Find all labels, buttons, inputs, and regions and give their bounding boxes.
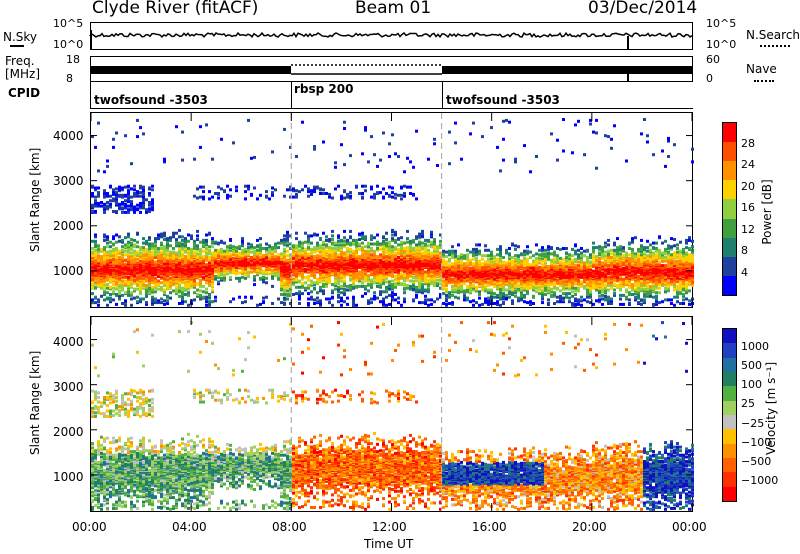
noise-panel [89,22,693,50]
x-axis-label: Time UT [364,537,414,551]
colorbar-segment [723,142,736,162]
freq-block-3 [442,66,692,74]
xtick-label: 00:00 [672,520,707,534]
velocity-ytick-3000: 3000 [53,380,84,394]
cpid-segment-3: twofsound -3503 [446,93,560,107]
colorbar-segment [723,329,736,344]
nsearch-label: N.Search [746,28,800,42]
xtick-label: 12:00 [372,520,407,534]
colorbar-tick-label: 25 [741,397,755,411]
nsky-trace [89,31,693,39]
nsky-legend-line [10,45,24,47]
colorbar-segment [723,237,736,258]
colorbar-segment [723,357,736,373]
colorbar-segment [723,275,736,296]
cpid-panel: twofsound -3503 rbsp 200 twofsound -3503 [90,82,693,110]
freq-trace [91,64,692,82]
colorbar-segment [723,386,736,402]
power-ylabel: Slant Range [km] [28,147,42,252]
nsearch-legend-line [760,45,790,47]
colorbar-tick-label: 500 [741,359,762,373]
colorbar-segment [723,400,736,416]
velocity-colorbar [722,328,737,502]
colorbar-segment [723,256,736,277]
colorbar-tick-label: 12 [741,222,755,236]
freq-panel [90,56,693,82]
velocity-ytick-4000: 4000 [53,335,84,349]
colorbar-tick-label: −500 [741,454,772,468]
colorbar-tick-label: 4 [741,265,748,279]
power-colorbar-label: Power [dB] [760,179,774,245]
cpid-segment-2: rbsp 200 [294,82,354,96]
velocity-cells [91,321,694,511]
colorbar-segment [723,180,736,200]
colorbar-tick-label: 100 [741,378,762,392]
velocity-ytick-1000: 1000 [53,470,84,484]
power-ytick-3000: 3000 [53,174,84,188]
cpid-divider-2 [442,82,443,108]
cpid-divider-1 [291,82,292,108]
colorbar-segment [723,486,736,502]
power-cells [91,118,694,307]
station-title: Clyde River (fitACF) [92,0,259,18]
colorbar-segment [723,415,736,430]
colorbar-segment [723,123,736,143]
power-ytick-1000: 1000 [53,264,84,278]
velocity-heatmap [90,317,694,511]
xtick-label: 20:00 [572,520,607,534]
power-colorbar [722,122,737,296]
cpid-baseline [90,108,693,109]
freq-label: Freq. [5,54,35,68]
power-panel [90,112,694,308]
colorbar-segment [723,199,736,220]
colorbar-segment [723,443,736,459]
colorbar-segment [723,161,736,181]
freq-unit-label: [MHz] [5,67,41,81]
colorbar-segment [723,218,736,239]
colorbar-tick-label: −1000 [741,473,779,487]
xtick-label: 00:00 [72,520,107,534]
nave-legend-line [754,80,774,82]
colorbar-tick-label: 16 [741,201,755,214]
beam-title: Beam 01 [355,0,432,18]
nave-tick-bottom: 0 [706,72,713,85]
freq-tick-top: 18 [66,53,80,66]
colorbar-tick-label: 1000 [741,340,769,354]
freq-block-1 [91,66,291,74]
colorbar-tick-label: −100 [741,435,772,449]
colorbar-tick-label: 20 [741,179,755,193]
colorbar-segment [723,458,736,473]
colorbar-segment [723,429,736,445]
power-ytick-2000: 2000 [53,219,84,233]
colorbar-tick-label: −25 [741,416,765,430]
xtick-label: 08:00 [272,520,307,534]
colorbar-tick-label: 28 [741,136,755,150]
power-heatmap [90,113,694,307]
nsky-tick-bottom: 10^0 [53,38,84,51]
nsearch-tick-top: 10^5 [706,17,737,30]
colorbar-tick-label: 8 [741,244,748,257]
xtick-label: 16:00 [472,520,507,534]
colorbar-tick-label: 24 [741,158,755,171]
colorbar-segment [723,343,736,359]
colorbar-segment [723,372,736,387]
nave-label: Nave [746,62,777,76]
velocity-ytick-2000: 2000 [53,425,84,439]
nave-tick-top: 60 [706,53,720,66]
velocity-colorbar-label: Velocity [m s⁻¹] [764,361,778,455]
velocity-ylabel: Slant Range [km] [28,350,42,455]
velocity-panel [90,316,694,512]
colorbar-segment [723,472,736,488]
cpid-label: CPID [8,86,41,100]
xtick-label: 04:00 [172,520,207,534]
nsky-tick-top: 10^5 [53,17,84,30]
date-title: 03/Dec/2014 [588,0,698,18]
cpid-segment-1: twofsound -3503 [94,93,208,107]
nsky-label: N.Sky [3,30,38,44]
nsearch-tick-bottom: 10^0 [706,38,737,51]
freq-tick-bottom: 8 [66,72,73,85]
power-ytick-4000: 4000 [53,129,84,143]
noise-trace [89,30,693,50]
cpid-divider-start [90,82,91,108]
